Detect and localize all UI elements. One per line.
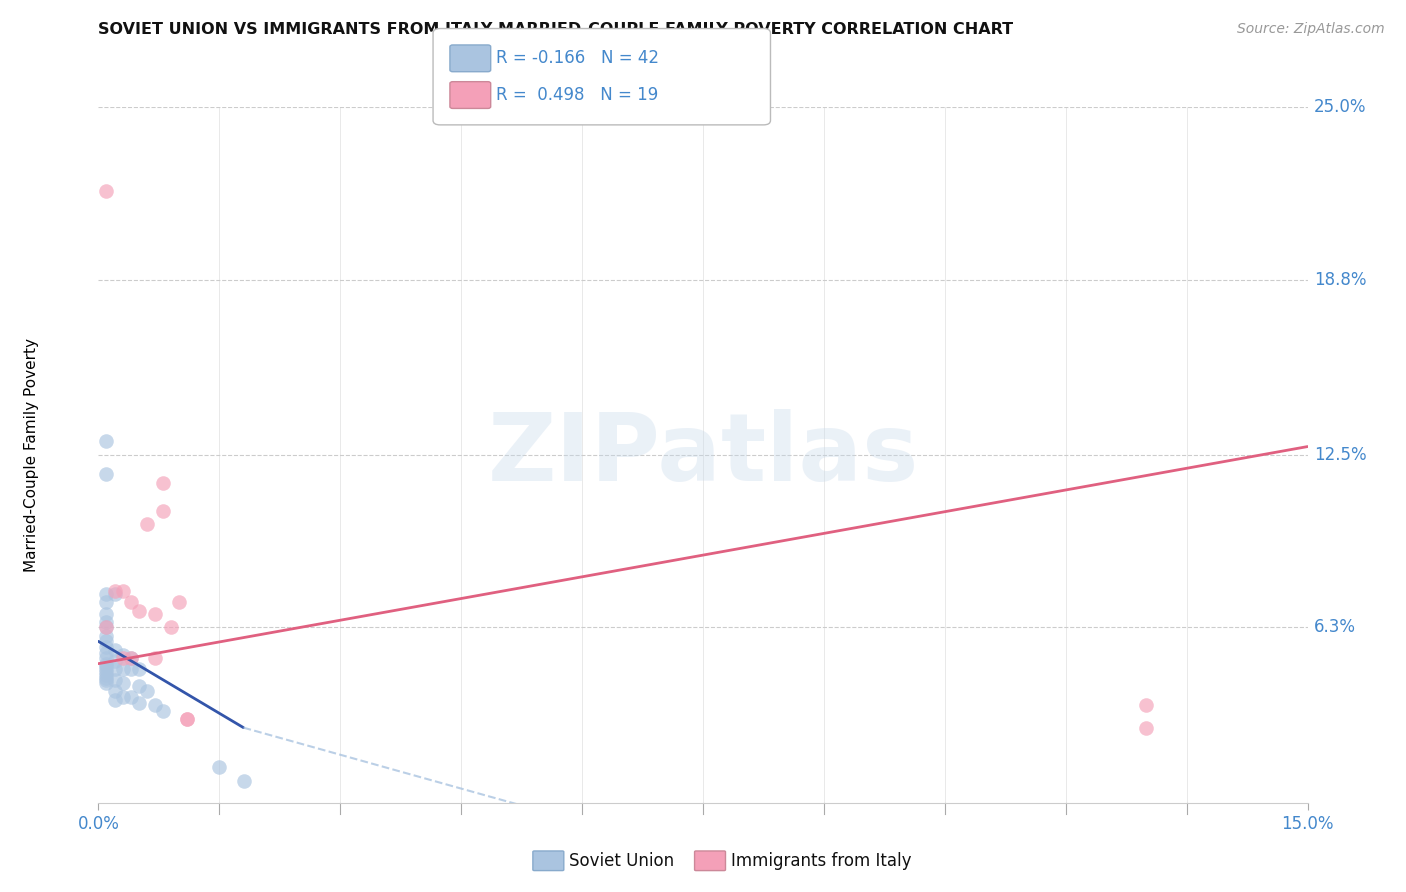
- Point: [1135, 721, 1157, 735]
- Point: [111, 648, 134, 663]
- Point: [103, 642, 125, 657]
- Point: [176, 712, 198, 726]
- Text: R = -0.166   N = 42: R = -0.166 N = 42: [496, 49, 659, 67]
- Point: [103, 693, 125, 707]
- Point: [152, 503, 174, 517]
- Point: [96, 667, 118, 681]
- Point: [120, 662, 142, 676]
- Point: [96, 651, 118, 665]
- Point: [103, 584, 125, 599]
- Text: ZIPatlas: ZIPatlas: [488, 409, 918, 501]
- Point: [135, 517, 157, 532]
- Point: [111, 651, 134, 665]
- Point: [232, 773, 254, 788]
- Point: [96, 467, 118, 482]
- Point: [111, 690, 134, 704]
- Text: 6.3%: 6.3%: [1313, 618, 1355, 637]
- Point: [128, 679, 150, 693]
- Point: [120, 595, 142, 609]
- Point: [96, 629, 118, 643]
- Text: Immigrants from Italy: Immigrants from Italy: [731, 852, 911, 870]
- Point: [96, 587, 118, 601]
- Text: Married-Couple Family Poverty: Married-Couple Family Poverty: [24, 338, 39, 572]
- Point: [208, 759, 231, 773]
- Point: [128, 696, 150, 710]
- Point: [111, 584, 134, 599]
- Point: [103, 587, 125, 601]
- Point: [96, 640, 118, 654]
- Text: SOVIET UNION VS IMMIGRANTS FROM ITALY MARRIED-COUPLE FAMILY POVERTY CORRELATION : SOVIET UNION VS IMMIGRANTS FROM ITALY MA…: [98, 22, 1014, 37]
- Point: [96, 657, 118, 671]
- Point: [128, 604, 150, 618]
- Point: [96, 634, 118, 648]
- Point: [128, 662, 150, 676]
- Text: R =  0.498   N = 19: R = 0.498 N = 19: [496, 86, 658, 104]
- Point: [111, 662, 134, 676]
- Point: [96, 646, 118, 660]
- Point: [96, 615, 118, 629]
- Point: [96, 673, 118, 688]
- Point: [96, 662, 118, 676]
- Point: [96, 620, 118, 634]
- Point: [96, 659, 118, 673]
- Point: [143, 651, 166, 665]
- Point: [103, 662, 125, 676]
- Point: [120, 651, 142, 665]
- Point: [96, 595, 118, 609]
- Point: [120, 690, 142, 704]
- Point: [152, 475, 174, 490]
- Text: Soviet Union: Soviet Union: [569, 852, 675, 870]
- Text: 12.5%: 12.5%: [1313, 446, 1367, 464]
- Point: [96, 620, 118, 634]
- Point: [167, 595, 190, 609]
- Point: [135, 684, 157, 698]
- Point: [1135, 698, 1157, 713]
- Point: [160, 620, 183, 634]
- Point: [103, 684, 125, 698]
- Text: 25.0%: 25.0%: [1313, 98, 1367, 116]
- Point: [96, 434, 118, 448]
- Point: [96, 671, 118, 685]
- Point: [96, 184, 118, 198]
- Text: Source: ZipAtlas.com: Source: ZipAtlas.com: [1237, 22, 1385, 37]
- Point: [111, 676, 134, 690]
- Point: [152, 704, 174, 718]
- Point: [96, 607, 118, 621]
- Point: [120, 651, 142, 665]
- Point: [96, 676, 118, 690]
- Point: [176, 712, 198, 726]
- Point: [96, 665, 118, 679]
- Point: [143, 607, 166, 621]
- Text: 18.8%: 18.8%: [1313, 270, 1367, 289]
- Point: [103, 654, 125, 668]
- Point: [143, 698, 166, 713]
- Point: [103, 673, 125, 688]
